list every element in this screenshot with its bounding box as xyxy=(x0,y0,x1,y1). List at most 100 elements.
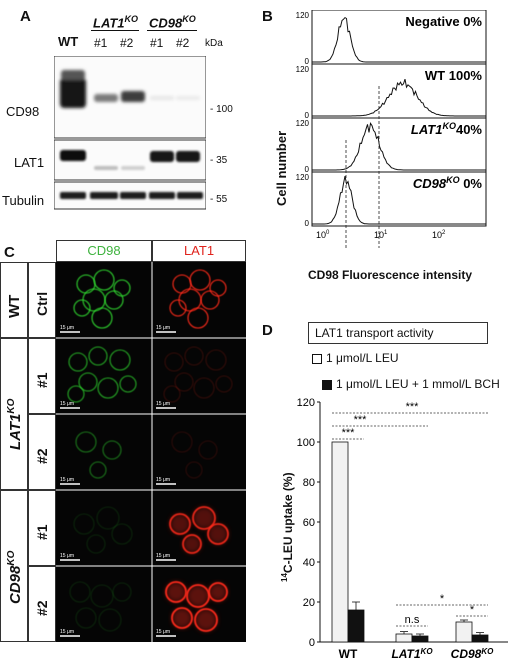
marker-100: - 100 xyxy=(210,104,233,115)
cell-fluorescence xyxy=(170,514,190,534)
histogram-ytick-top: 120 xyxy=(296,65,310,74)
row-box-ctrl xyxy=(28,262,56,338)
group-box-wt xyxy=(0,262,28,338)
lat1-bands xyxy=(60,150,200,170)
cd98ko-group-label: CD98KO xyxy=(149,14,196,31)
cell-membrane xyxy=(208,582,228,602)
histogram-ytick-zero: 0 xyxy=(305,219,310,228)
group-label-wt: WT xyxy=(6,294,23,318)
cell-membrane xyxy=(215,375,233,393)
y-tick-label: 100 xyxy=(297,437,315,449)
scale-bar-label: 15 μm xyxy=(60,629,74,635)
cell-membrane xyxy=(193,377,215,399)
cell-membrane xyxy=(113,279,131,297)
microscopy-grid: 15 μm 15 μm 15 μm 15 μm 15 μm 15 μm 15 μm 15 μm… xyxy=(56,262,246,642)
lane-cd98ko-1-label: #1 xyxy=(150,36,164,50)
y-tick-label: 20 xyxy=(303,597,315,609)
bar xyxy=(395,633,413,643)
cell-membrane xyxy=(189,269,211,291)
panel-b-letter: B xyxy=(262,8,273,25)
histogram-xtick: 100 xyxy=(316,230,330,240)
histogram-xlabel: CD98 Fluorescence intensity xyxy=(308,268,473,282)
cell-membrane xyxy=(98,608,122,632)
row-box-lat1ko-2 xyxy=(28,414,56,490)
cell-membrane xyxy=(182,534,202,554)
marker-35: - 35 xyxy=(210,155,228,166)
histogram-xtick: 102 xyxy=(432,230,446,240)
category-label: CD98KO xyxy=(451,647,494,661)
cell-fluorescence xyxy=(209,583,227,601)
histogram-curve xyxy=(312,176,486,225)
significance-stars: *** xyxy=(354,414,368,426)
legend-title: LAT1 transport activity xyxy=(315,326,434,340)
cell-membrane xyxy=(119,375,137,393)
significance-star: * xyxy=(470,604,475,616)
scale-bar-label: 15 μm xyxy=(60,553,74,559)
lat1ko-group-line xyxy=(91,30,139,31)
group-label-lat1ko: LAT1KO xyxy=(6,398,24,450)
lane-lat1ko-2-label: #2 xyxy=(120,36,134,50)
cell-membrane xyxy=(88,346,108,366)
row-label-cd98ko-2: #2 xyxy=(34,600,50,616)
cell-membrane xyxy=(169,299,187,317)
histogram-label: WT 100% xyxy=(425,68,483,83)
cell-membrane xyxy=(69,581,91,603)
bar xyxy=(455,621,473,643)
western-blot-image xyxy=(54,56,206,210)
cell-membrane xyxy=(111,523,133,545)
lat1ko-group-label: LAT1KO xyxy=(93,14,139,31)
cell-membrane xyxy=(174,372,194,392)
bar xyxy=(331,441,349,643)
cell-membrane xyxy=(93,269,115,291)
row-box-lat1ko-1 xyxy=(28,338,56,414)
significance-stars: *** xyxy=(406,401,420,413)
bar xyxy=(347,609,365,643)
panel-c-letter: C xyxy=(4,244,15,261)
cell-fluorescence xyxy=(172,608,192,628)
group-box-lat1ko xyxy=(0,338,28,490)
scale-bar-label: 15 μm xyxy=(156,325,170,331)
bar xyxy=(471,634,489,643)
blot-label-lat1: LAT1 xyxy=(14,155,45,170)
lane-cd98ko-2-label: #2 xyxy=(176,36,190,50)
legend-item-leu-bch: 1 μmol/L LEU + 1 mmol/L BCH xyxy=(336,377,500,391)
scale-bar-label: 15 μm xyxy=(156,629,170,635)
cell-membrane xyxy=(109,349,131,371)
cell-membrane xyxy=(163,385,181,403)
histogram-label: Negative 0% xyxy=(405,14,482,29)
histogram-frame xyxy=(311,171,487,227)
cell-fluorescence xyxy=(193,507,215,529)
cell-membrane xyxy=(164,352,184,372)
cell-fluorescence xyxy=(166,582,186,602)
group-label-cd98ko: CD98KO xyxy=(6,550,24,604)
scale-bar-label: 15 μm xyxy=(156,401,170,407)
cell-membrane xyxy=(198,440,218,460)
cell-membrane xyxy=(97,377,119,399)
column-header-lat1: LAT1 xyxy=(152,240,246,262)
histogram-xtick: 101 xyxy=(374,230,388,240)
cell-membrane xyxy=(209,279,227,297)
legend-swatch-leu-bch xyxy=(322,380,332,390)
cell-fluorescence xyxy=(208,524,228,544)
histogram-ytick-zero: 0 xyxy=(305,57,310,66)
y-tick-label: 80 xyxy=(303,477,315,489)
row-label-lat1ko-1: #1 xyxy=(34,372,50,388)
cell-membrane xyxy=(171,431,193,453)
cell-membrane xyxy=(187,307,209,329)
cell-membrane xyxy=(184,346,204,366)
cell-membrane xyxy=(75,431,97,453)
cell-membrane xyxy=(102,440,122,460)
legend-swatch-leu xyxy=(312,354,322,364)
marker-55: - 55 xyxy=(210,194,228,205)
cell-membrane xyxy=(192,506,216,530)
histogram-ytick-zero: 0 xyxy=(305,165,310,174)
cell-membrane xyxy=(169,513,191,535)
y-tick-label: 40 xyxy=(303,557,315,569)
cell-membrane xyxy=(89,461,107,479)
category-label: WT xyxy=(339,647,358,661)
y-tick-label: 120 xyxy=(297,397,315,409)
row-box-cd98ko-2 xyxy=(28,566,56,642)
cell-membrane xyxy=(67,385,85,403)
